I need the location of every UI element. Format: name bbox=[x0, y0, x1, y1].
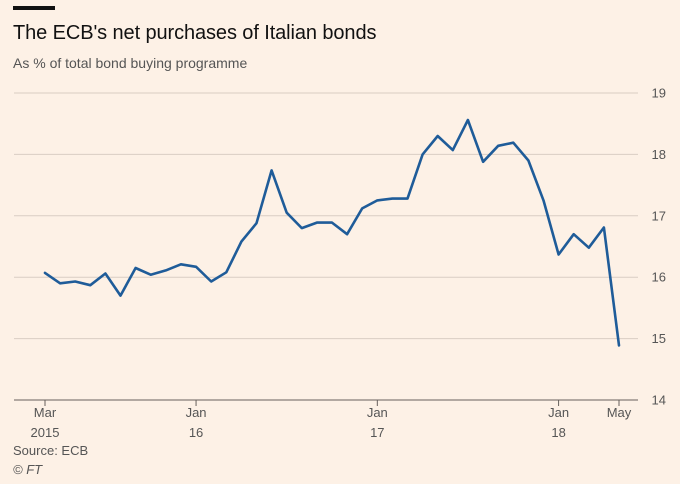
series-line-0 bbox=[43, 118, 621, 347]
title-rule bbox=[13, 6, 55, 10]
ft-credit: © FT bbox=[13, 462, 43, 477]
x-tick-label: May bbox=[607, 405, 632, 420]
x-axis-ticks: Mar 2015 Jan 16 Jan 17 Jan 18 May bbox=[31, 400, 632, 440]
source-note: Source: ECB bbox=[13, 443, 89, 458]
x-tick-year-label: 2015 bbox=[31, 425, 60, 440]
x-tick-year-label: 18 bbox=[551, 425, 565, 440]
chart-subtitle: As % of total bond buying programme bbox=[13, 55, 248, 71]
y-tick-label-16: 16 bbox=[652, 270, 666, 285]
x-tick-label: Mar bbox=[34, 405, 57, 420]
y-axis-ticks: 14 15 16 17 18 19 bbox=[652, 86, 666, 408]
y-tick-label-18: 18 bbox=[652, 147, 666, 162]
series-group: Mar 2015: 16.07Apr 2015: 15.9May 2015: 1… bbox=[43, 118, 621, 347]
y-tick-label-15: 15 bbox=[652, 331, 666, 346]
x-tick-label: Jan bbox=[367, 405, 388, 420]
x-tick-year-label: 17 bbox=[370, 425, 384, 440]
y-tick-label-14: 14 bbox=[652, 393, 666, 408]
y-tick-label-19: 19 bbox=[652, 86, 666, 101]
chart-title: The ECB's net purchases of Italian bonds bbox=[13, 22, 377, 44]
grid-lines bbox=[14, 92, 638, 401]
x-tick-label: Jan bbox=[548, 405, 569, 420]
y-tick-label-17: 17 bbox=[652, 208, 666, 223]
x-tick-year-label: 16 bbox=[189, 425, 203, 440]
x-tick-label: Jan bbox=[186, 405, 207, 420]
